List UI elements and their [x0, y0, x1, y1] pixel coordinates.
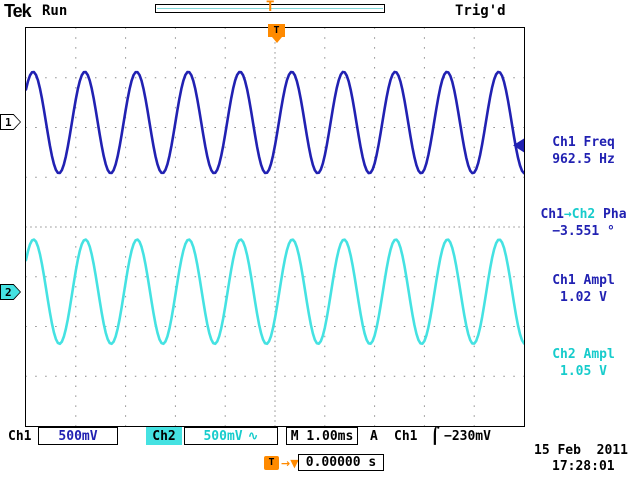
phase-label-src: Ch1 [540, 207, 564, 222]
measurement-ch1-ampl-value: 1.02 V [560, 290, 607, 305]
ch2-scale-value: 500mV [203, 428, 243, 444]
trigger-flag-arrow-icon [271, 37, 282, 43]
trigger-position-marker-top: T [266, 0, 275, 15]
ch1-ground-marker: 1 [0, 114, 21, 130]
ch2-readout-label: Ch2 [146, 427, 182, 445]
measurement-ch2-ampl: Ch2 Ampl 1.05 V [527, 346, 640, 380]
ch1-marker-label: 1 [1, 115, 20, 129]
trigger-status: Trig'd [455, 3, 506, 19]
trigger-flag-label: T [268, 24, 285, 37]
record-view-line [157, 8, 383, 9]
ch2-ground-marker: 2 [0, 284, 21, 300]
ch2-scale-readout: 500mV ∿ [184, 427, 278, 445]
trigger-position-arrow-icon: →▼ [281, 457, 299, 470]
trigger-source-readout: Ch1 [394, 429, 418, 444]
ch2-coupling-icon: ∿ [247, 428, 259, 444]
phase-label-kind: Pha [595, 207, 627, 222]
measurement-phase-label: Ch1→Ch2 Pha [527, 206, 640, 223]
trigger-position-icon: T [264, 456, 279, 470]
measurement-phase: Ch1→Ch2 Pha −3.551 ° [527, 206, 640, 240]
measurement-ch2-ampl-label: Ch2 Ampl [552, 347, 615, 362]
ch1-readout-label: Ch1 [8, 429, 32, 444]
record-view-bar [155, 4, 385, 13]
measurement-ch1-ampl: Ch1 Ampl 1.02 V [527, 272, 640, 306]
timebase-readout: M 1.00ms [286, 427, 358, 445]
ch1-scale-readout: 500mV [38, 427, 118, 445]
tek-logo: Tek [4, 1, 32, 21]
measurement-ch1-freq-label: Ch1 Freq [552, 135, 615, 150]
measurement-ch2-ampl-value: 1.05 V [560, 364, 607, 379]
trigger-level-readout: −230mV [444, 429, 491, 444]
measurement-phase-value: −3.551 ° [552, 224, 615, 239]
phase-label-dst: →Ch2 [563, 207, 596, 222]
measurement-ch1-ampl-label: Ch1 Ampl [552, 273, 615, 288]
acquisition-status: Run [42, 3, 68, 19]
trigger-position-readout: 0.00000 s [298, 454, 384, 471]
scope-svg [26, 28, 524, 426]
date-readout: 15 Feb 2011 [534, 443, 628, 458]
ch2-marker-label: 2 [1, 285, 20, 299]
trigger-flag: T [268, 24, 285, 43]
measurement-ch1-freq-value: 962.5 Hz [552, 152, 615, 167]
trigger-slope-icon: ⌠ [430, 426, 440, 445]
time-readout: 17:28:01 [552, 459, 615, 474]
graticule: T [25, 24, 525, 427]
measurement-ch1-freq: Ch1 Freq 962.5 Hz [527, 134, 640, 168]
trigger-type-readout: A [370, 429, 378, 444]
